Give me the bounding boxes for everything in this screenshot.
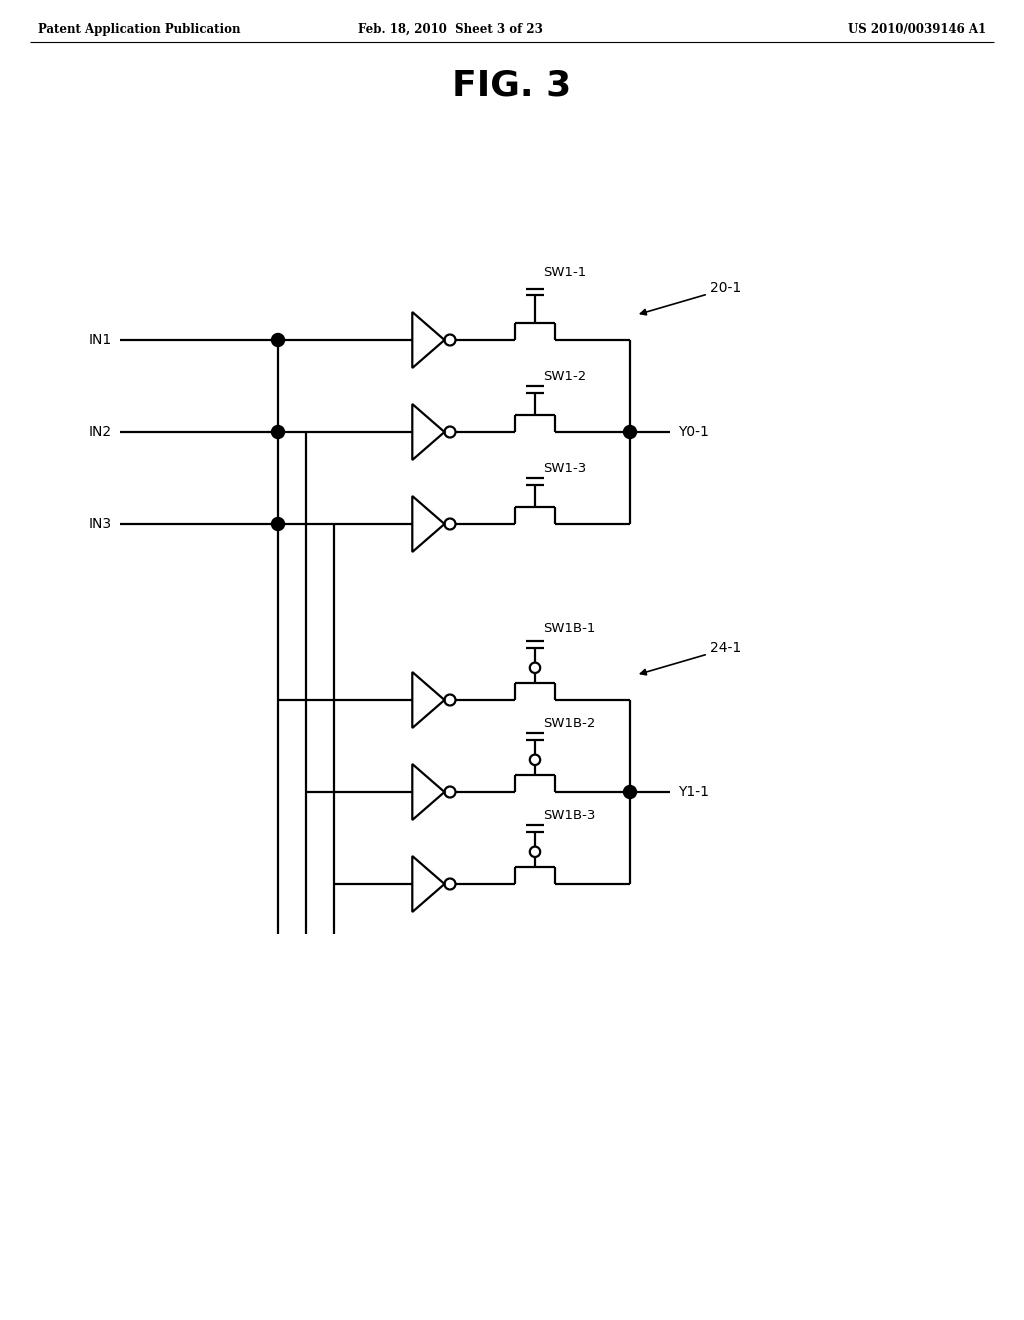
Circle shape: [271, 334, 285, 346]
Text: SW1B-2: SW1B-2: [543, 717, 595, 730]
Text: SW1-2: SW1-2: [543, 371, 587, 384]
Text: Feb. 18, 2010  Sheet 3 of 23: Feb. 18, 2010 Sheet 3 of 23: [357, 22, 543, 36]
Text: 20-1: 20-1: [710, 281, 741, 294]
Text: SW1B-1: SW1B-1: [543, 622, 595, 635]
Circle shape: [271, 517, 285, 531]
Text: Patent Application Publication: Patent Application Publication: [38, 22, 241, 36]
Circle shape: [624, 425, 637, 438]
Text: FIG. 3: FIG. 3: [453, 69, 571, 102]
Text: Y0-1: Y0-1: [678, 425, 709, 440]
Text: SW1B-3: SW1B-3: [543, 809, 595, 822]
Text: US 2010/0039146 A1: US 2010/0039146 A1: [848, 22, 986, 36]
Circle shape: [624, 785, 637, 799]
Text: IN3: IN3: [89, 517, 112, 531]
Circle shape: [271, 425, 285, 438]
Text: IN1: IN1: [89, 333, 112, 347]
Text: SW1-1: SW1-1: [543, 267, 587, 280]
Text: 24-1: 24-1: [710, 642, 741, 655]
Text: SW1-3: SW1-3: [543, 462, 587, 475]
Text: Y1-1: Y1-1: [678, 785, 709, 799]
Text: IN2: IN2: [89, 425, 112, 440]
